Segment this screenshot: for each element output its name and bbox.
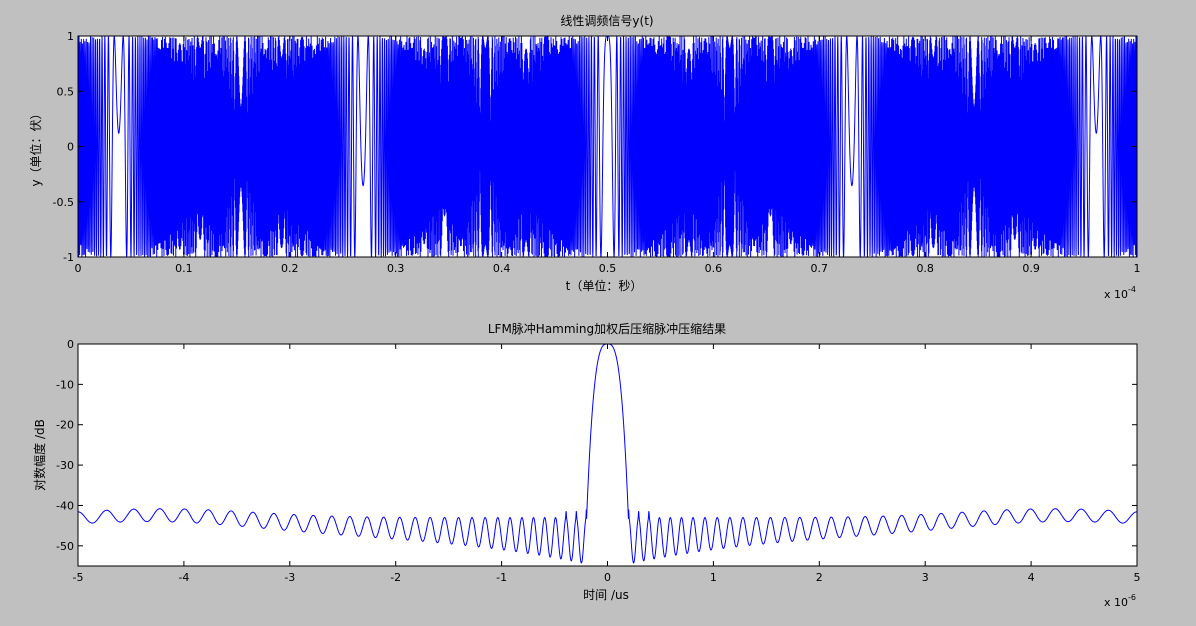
x-tick-label: 1 (710, 571, 717, 584)
x-tick-label: 0.1 (175, 262, 193, 275)
x-tick-label: 0.6 (705, 262, 723, 275)
y-tick-label: -10 (56, 378, 74, 391)
x-tick-label: -3 (284, 571, 295, 584)
y-tick-label: -30 (56, 459, 74, 472)
compressed-pulse-line (78, 344, 1137, 564)
y-tick-label: 0 (67, 141, 74, 154)
chart-2-ticks: -5 -4 -3 -2 -1 0 1 2 3 4 5-50-40-30-20-100 (56, 338, 1140, 584)
chart-2-x-exponent: x 10-6 (1104, 593, 1136, 609)
y-tick-label: -0.5 (53, 196, 74, 209)
chart-1-ticks: 0 0.1 0.2 0.3 0.4 0.5 0.6 0.7 0.8 0.9 1 -1 -0.5 0 0.5 1 (53, 30, 1141, 275)
chart-1-series (78, 36, 1137, 257)
x-tick-label: 0.7 (811, 262, 829, 275)
x-tick-label: 0.9 (1022, 262, 1040, 275)
y-tick-label: 0 (67, 338, 74, 351)
y-tick-label: 1 (67, 30, 74, 43)
chart-1-x-exponent: x 10-4 (1104, 285, 1136, 301)
chart-1-xlabel: t（单位：秒） (566, 278, 643, 293)
x-tick-label: 0.5 (599, 262, 617, 275)
y-tick-label: -1 (63, 251, 74, 264)
x-tick-label: -2 (390, 571, 401, 584)
chart-2: -5 -4 -3 -2 -1 0 1 2 3 4 5-50-40-30-20-100 LFM脉冲Ha… (32, 321, 1141, 609)
x-tick-label: 0 (604, 571, 611, 584)
chart-1-title: 线性调频信号y(t) (560, 14, 653, 28)
x-tick-label: 0.3 (387, 262, 405, 275)
x-tick-label: -4 (178, 571, 189, 584)
chart-1-ylabel: y（单位：伏） (28, 107, 43, 186)
x-tick-label: 2 (816, 571, 823, 584)
x-tick-label: 5 (1134, 571, 1141, 584)
chart-2-axes-area (78, 344, 1137, 566)
y-tick-label: 0.5 (57, 85, 75, 98)
x-tick-label: 0.2 (281, 262, 299, 275)
chart-2-xlabel: 时间 /us (583, 588, 629, 602)
x-tick-label: -1 (496, 571, 507, 584)
chart-2-title: LFM脉冲Hamming加权后压缩脉冲压缩结果 (488, 321, 726, 336)
chart-1: 0 0.1 0.2 0.3 0.4 0.5 0.6 0.7 0.8 0.9 1 -1 -0.5 0 0.5 1… (28, 14, 1141, 301)
x-tick-label: 1 (1134, 262, 1141, 275)
x-tick-label: 3 (922, 571, 929, 584)
y-tick-label: -20 (56, 419, 74, 432)
chart-2-ylabel: 对数幅度 /dB (32, 419, 47, 491)
x-tick-label: 0.4 (493, 262, 511, 275)
chirp-signal-line (78, 36, 1137, 257)
x-tick-label: 4 (1028, 571, 1035, 584)
y-tick-label: -40 (56, 499, 74, 512)
chart-2-series (78, 344, 1137, 564)
x-tick-label: -5 (73, 571, 84, 584)
x-tick-label: 0.8 (916, 262, 934, 275)
y-tick-label: -50 (56, 540, 74, 553)
x-tick-label: 0 (75, 262, 82, 275)
